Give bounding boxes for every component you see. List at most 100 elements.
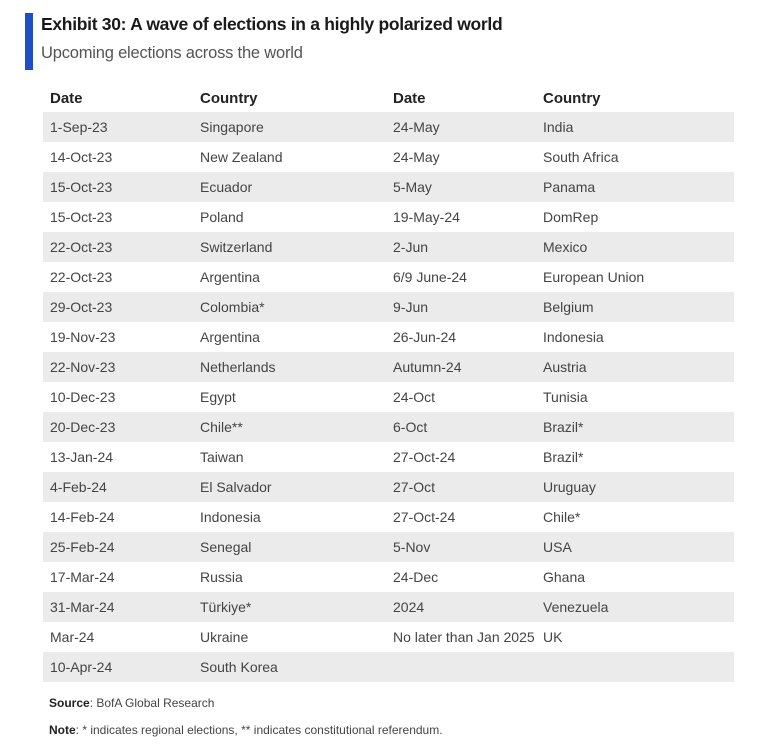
cell-country-2: Uruguay: [543, 479, 596, 495]
cell-date-2: Autumn-24: [393, 359, 462, 375]
cell-date-1: 22-Oct-23: [50, 269, 113, 285]
cell-date-2: 6/9 June-24: [393, 269, 467, 285]
cell-date-2: 24-May: [393, 149, 440, 165]
cell-date-2: 24-Dec: [393, 569, 439, 585]
cell-country-2: Mexico: [543, 239, 588, 255]
table-row: 14-Oct-23 New Zealand 24-May South Africa: [43, 142, 734, 172]
cell-date-1: 13-Jan-24: [50, 449, 114, 465]
cell-country-1: Ecuador: [200, 179, 253, 195]
header-date-2: Date: [393, 89, 426, 107]
cell-country-2: Belgium: [543, 299, 594, 315]
note-label: Note: [49, 723, 76, 737]
elections-table: Date Country Date Country 1-Sep-23 Singap…: [43, 84, 734, 682]
cell-country-2: India: [543, 119, 574, 135]
cell-date-1: 29-Oct-23: [50, 299, 113, 315]
cell-date-1: 14-Feb-24: [50, 509, 115, 525]
cell-country-1: Switzerland: [200, 239, 273, 255]
cell-date-2: 2-Jun: [393, 239, 429, 255]
table-row: 15-Oct-23 Poland 19-May-24 DomRep: [43, 202, 734, 232]
table-row: 25-Feb-24 Senegal 5-Nov USA: [43, 532, 734, 562]
cell-date-1: 15-Oct-23: [50, 209, 113, 225]
cell-date-2: 2024: [393, 599, 425, 615]
cell-date-2: 19-May-24: [393, 209, 460, 225]
cell-country-2: Venezuela: [543, 599, 609, 615]
cell-country-2: Austria: [543, 359, 587, 375]
cell-date-1: 1-Sep-23: [50, 119, 108, 135]
cell-date-1: 10-Apr-24: [50, 659, 113, 675]
header-country-2: Country: [543, 89, 601, 107]
note-text: : * indicates regional elections, ** ind…: [75, 723, 443, 737]
cell-date-1: 25-Feb-24: [50, 539, 115, 555]
table-row: 10-Dec-23 Egypt 24-Oct Tunisia: [43, 382, 734, 412]
cell-date-2: 5-May: [393, 179, 432, 195]
cell-country-1: Senegal: [200, 539, 252, 555]
cell-country-2: Panama: [543, 179, 596, 195]
table-body: 1-Sep-23 Singapore 24-May India 14-Oct-23 New…: [43, 112, 734, 682]
cell-date-2: 27-Oct-24: [393, 449, 456, 465]
cell-country-1: Türkiye*: [200, 599, 252, 615]
cell-date-1: 19-Nov-23: [50, 329, 116, 345]
cell-country-1: Egypt: [200, 389, 236, 405]
table-row: 15-Oct-23 Ecuador 5-May Panama: [43, 172, 734, 202]
cell-country-1: Chile**: [200, 419, 243, 435]
header-country-1: Country: [200, 89, 258, 107]
cell-country-2: DomRep: [543, 209, 599, 225]
cell-country-2: Brazil*: [543, 419, 584, 435]
cell-country-1: Ukraine: [200, 629, 249, 645]
cell-date-1: 4-Feb-24: [50, 479, 107, 495]
cell-country-1: Singapore: [200, 119, 264, 135]
cell-date-2: 24-Oct: [393, 389, 436, 405]
cell-country-1: South Korea: [200, 659, 278, 675]
note-line: Note: * indicates regional elections, **…: [49, 723, 443, 737]
cell-country-2: Tunisia: [543, 389, 588, 405]
table-header-row: Date Country Date Country: [43, 84, 734, 112]
cell-date-1: 14-Oct-23: [50, 149, 113, 165]
cell-date-2: 6-Oct: [393, 419, 428, 435]
cell-country-2: Brazil*: [543, 449, 584, 465]
table-row: 17-Mar-24 Russia 24-Dec Ghana: [43, 562, 734, 592]
source-text: : BofA Global Research: [89, 696, 215, 710]
cell-date-2: 5-Nov: [393, 539, 431, 555]
cell-country-2: UK: [543, 629, 563, 645]
cell-date-1: 22-Nov-23: [50, 359, 116, 375]
table-row: 10-Apr-24 South Korea: [43, 652, 734, 682]
cell-country-1: Taiwan: [200, 449, 244, 465]
cell-country-1: New Zealand: [200, 149, 283, 165]
exhibit-subtitle: Upcoming elections across the world: [41, 44, 303, 62]
cell-date-1: 10-Dec-23: [50, 389, 116, 405]
source-label: Source: [49, 696, 90, 710]
cell-country-1: Netherlands: [200, 359, 276, 375]
cell-country-1: Argentina: [200, 269, 260, 285]
header-date-1: Date: [50, 89, 83, 107]
table-row: 20-Dec-23 Chile** 6-Oct Brazil*: [43, 412, 734, 442]
cell-country-1: Colombia*: [200, 299, 265, 315]
cell-country-2: South Africa: [543, 149, 619, 165]
cell-date-2: 9-Jun: [393, 299, 429, 315]
cell-date-1: 22-Oct-23: [50, 239, 113, 255]
cell-date-1: 31-Mar-24: [50, 599, 115, 615]
cell-country-1: Indonesia: [200, 509, 261, 525]
cell-country-2: European Union: [543, 269, 645, 285]
exhibit-title: Exhibit 30: A wave of elections in a hig…: [41, 14, 503, 34]
table-row: 22-Oct-23 Switzerland 2-Jun Mexico: [43, 232, 734, 262]
table-row: 19-Nov-23 Argentina 26-Jun-24 Indonesia: [43, 322, 734, 352]
cell-country-1: El Salvador: [200, 479, 272, 495]
cell-date-1: 15-Oct-23: [50, 179, 113, 195]
cell-country-2: Chile*: [543, 509, 581, 525]
table-row: 22-Nov-23 Netherlands Autumn-24 Austria: [43, 352, 734, 382]
cell-date-2: 24-May: [393, 119, 440, 135]
table-row: 31-Mar-24 Türkiye* 2024 Venezuela: [43, 592, 734, 622]
cell-country-2: Ghana: [543, 569, 586, 585]
cell-country-1: Russia: [200, 569, 243, 585]
accent-bar: [25, 13, 33, 70]
table-row: 14-Feb-24 Indonesia 27-Oct-24 Chile*: [43, 502, 734, 532]
table-row: Mar-24 Ukraine No later than Jan 2025 UK: [43, 622, 734, 652]
cell-country-2: USA: [543, 539, 572, 555]
cell-date-1: Mar-24: [50, 629, 95, 645]
table-row: 4-Feb-24 El Salvador 27-Oct Uruguay: [43, 472, 734, 502]
table-row: 22-Oct-23 Argentina 6/9 June-24 European Un…: [43, 262, 734, 292]
table-row: 13-Jan-24 Taiwan 27-Oct-24 Brazil*: [43, 442, 734, 472]
cell-date-2: No later than Jan 2025: [393, 629, 535, 645]
cell-date-1: 17-Mar-24: [50, 569, 115, 585]
cell-country-1: Poland: [200, 209, 244, 225]
